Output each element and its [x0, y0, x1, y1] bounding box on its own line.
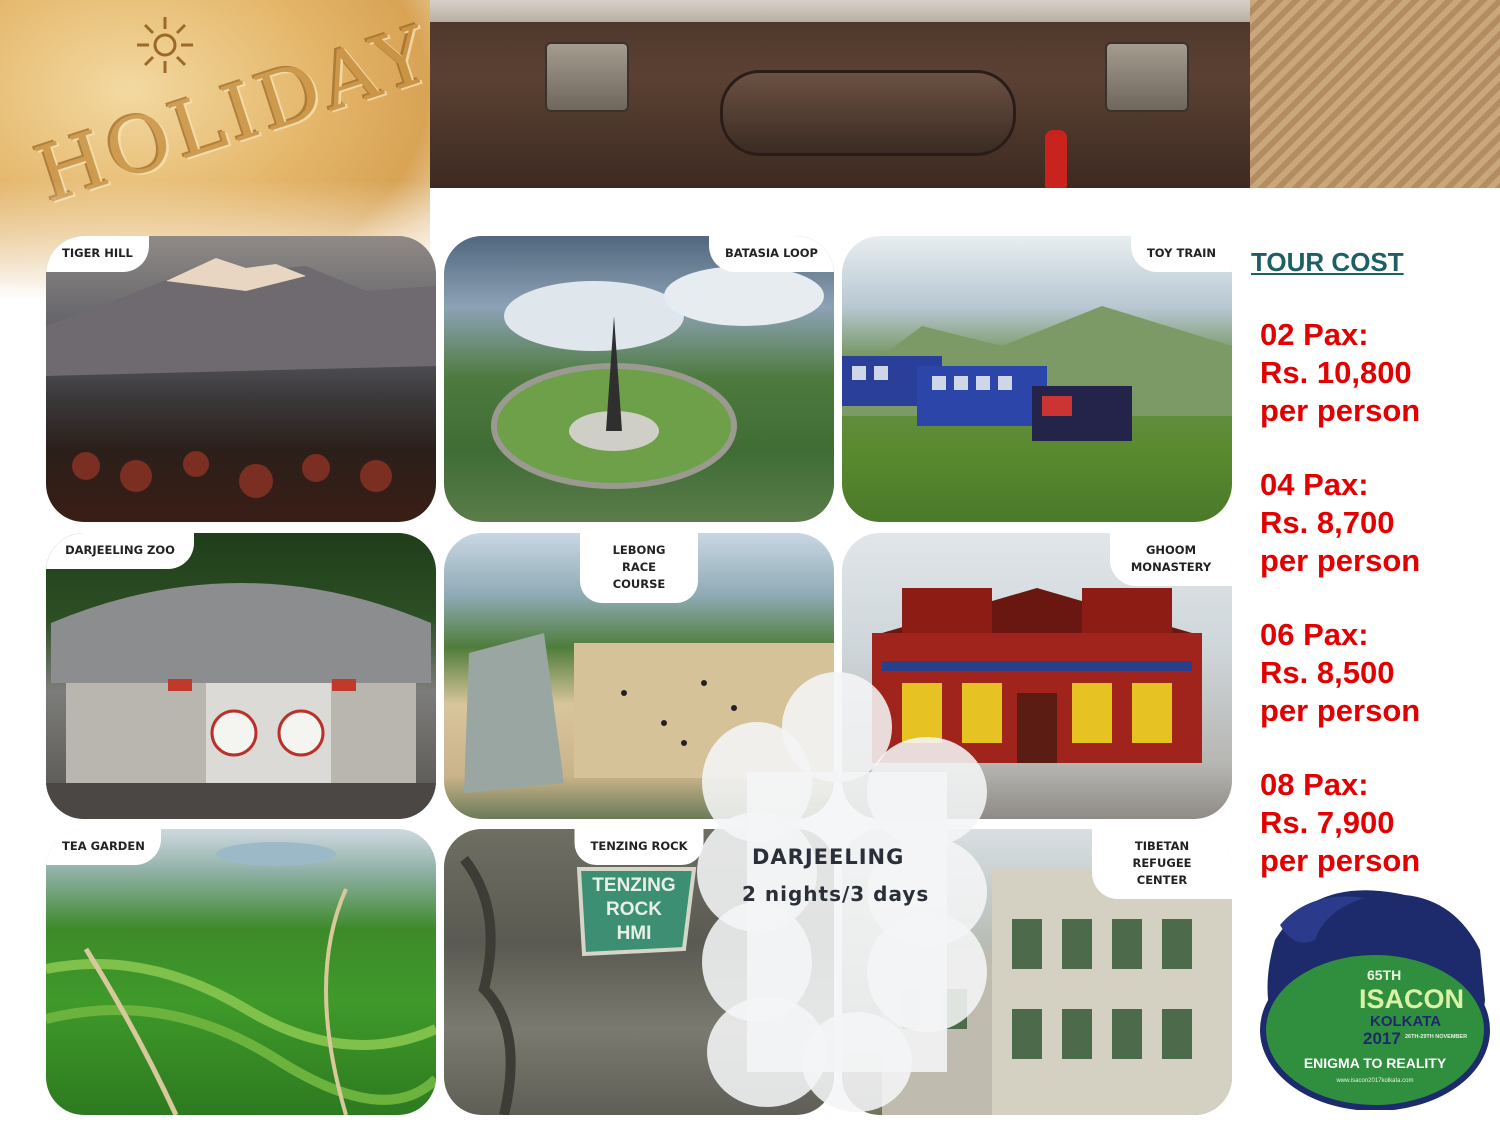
price-pax: 04 Pax: [1260, 467, 1369, 502]
tile-label: TENZING ROCK [574, 829, 704, 865]
price-block-6-pax: 06 Pax: Rs. 8,500 per person [1260, 616, 1420, 730]
logo-website: www.isacon2017kolkata.com [1335, 1078, 1413, 1084]
tile-label: LEBONG RACE COURSE [580, 533, 698, 603]
price-pax: 06 Pax: [1260, 617, 1369, 652]
price-unit: per person [1260, 393, 1421, 428]
price-pax: 02 Pax: [1260, 317, 1369, 352]
price-block-2-pax: 02 Pax: Rs. 10,800 per person [1260, 316, 1420, 430]
svg-text:TENZING: TENZING [592, 875, 675, 896]
tile-label: DARJEELING ZOO [46, 533, 194, 569]
tile-tiger-hill: TIGER HILL [46, 236, 436, 522]
svg-text:HMI: HMI [617, 923, 652, 944]
logo-edition: 65TH [1367, 967, 1401, 983]
isacon-logo: 65TH ISACON KOLKATA 2017 26TH-29TH NOVEM… [1260, 890, 1490, 1110]
tile-batasia-loop: BATASIA LOOP [444, 236, 834, 522]
tile-darjeeling-zoo: DARJEELING ZOO [46, 533, 436, 819]
logo-city: KOLKATA [1370, 1013, 1441, 1030]
price-amount: Rs. 8,500 [1260, 655, 1395, 690]
sun-icon [137, 17, 193, 73]
destination-duration: 2 nights/3 days [742, 882, 930, 906]
price-amount: Rs. 8,700 [1260, 505, 1395, 540]
price-unit: per person [1260, 843, 1421, 878]
tile-label: TIBETAN REFUGEE CENTER [1092, 829, 1232, 899]
logo-year: 2017 [1363, 1029, 1401, 1048]
suitcase-latch-left [545, 42, 629, 112]
price-block-4-pax: 04 Pax: Rs. 8,700 per person [1260, 466, 1420, 580]
tile-label: GHOOM MONASTERY [1110, 533, 1232, 586]
svg-text:ROCK: ROCK [606, 899, 662, 920]
destination-title: DARJEELING [752, 845, 905, 869]
price-amount: Rs. 10,800 [1260, 355, 1412, 390]
tile-label: TOY TRAIN [1130, 236, 1232, 272]
tile-toy-train: TOY TRAIN [842, 236, 1232, 522]
tour-cost-heading: TOUR COST [1251, 247, 1404, 277]
suitcase-latch-right [1105, 42, 1189, 112]
logo-tagline: ENIGMA TO REALITY [1304, 1055, 1447, 1071]
price-unit: per person [1260, 693, 1421, 728]
basket-image [1250, 0, 1500, 188]
price-pax: 08 Pax: [1260, 767, 1369, 802]
logo-name: ISACON [1359, 984, 1464, 1014]
price-block-8-pax: 08 Pax: Rs. 7,900 per person [1260, 766, 1420, 880]
logo-dates: 26TH-29TH NOVEMBER [1405, 1034, 1467, 1040]
tile-label: BATASIA LOOP [709, 236, 834, 272]
tile-tea-garden: TEA GARDEN [46, 829, 436, 1115]
suitcase-handle [720, 70, 1016, 156]
price-unit: per person [1260, 543, 1421, 578]
price-amount: Rs. 7,900 [1260, 805, 1395, 840]
destination-cloud-overlay [697, 672, 987, 1112]
tile-label: TEA GARDEN [46, 829, 161, 865]
tile-label: TIGER HILL [46, 236, 149, 272]
luggage-tag [1045, 130, 1067, 188]
